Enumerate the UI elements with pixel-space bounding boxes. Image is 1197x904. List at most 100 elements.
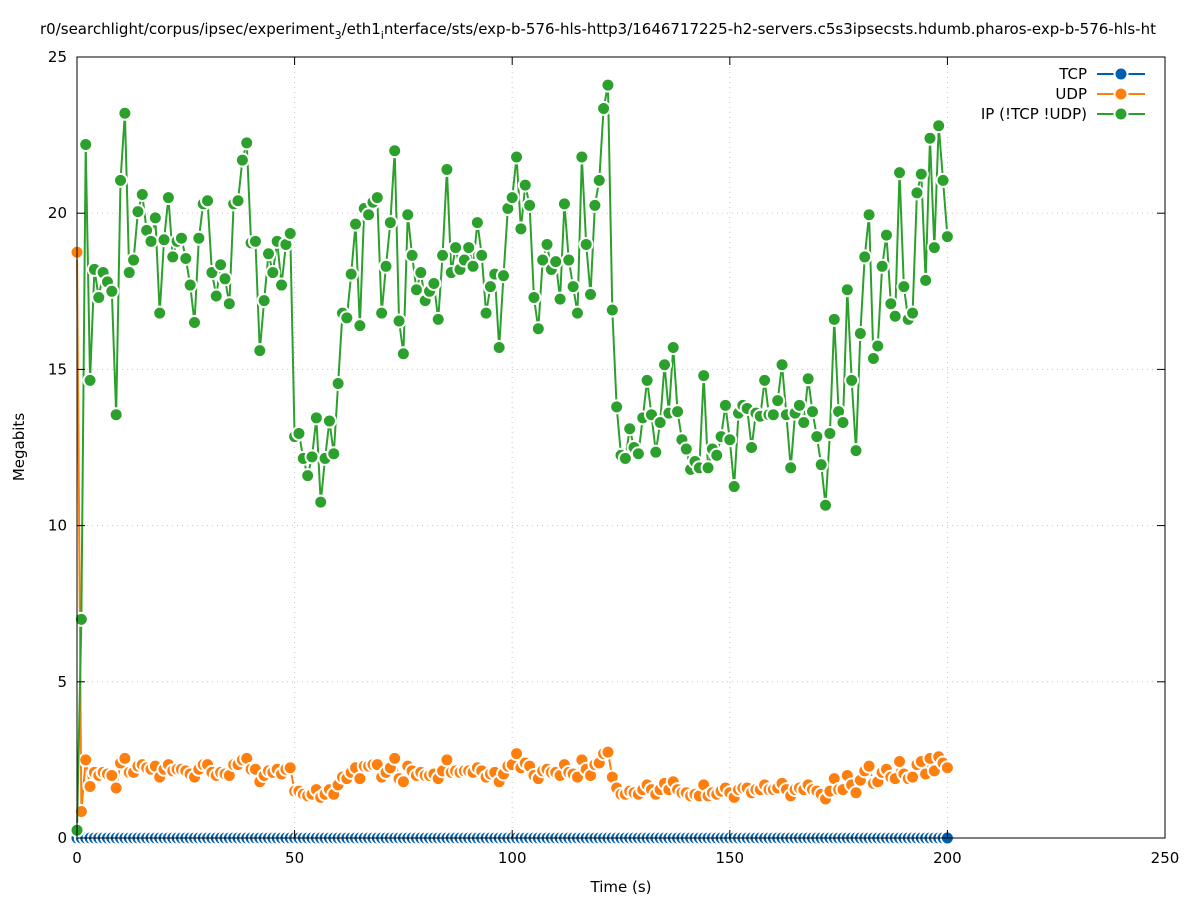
data-point <box>256 293 272 309</box>
series-layer <box>69 77 955 846</box>
data-point <box>234 152 250 168</box>
data-point <box>622 421 638 437</box>
data-point <box>709 447 725 463</box>
grid <box>77 57 1165 838</box>
data-point <box>382 215 398 231</box>
data-point <box>583 286 599 302</box>
data-point <box>818 497 834 513</box>
x-tick-label: 200 <box>933 849 962 867</box>
data-point <box>617 450 633 466</box>
data-point <box>509 149 525 165</box>
data-point <box>126 252 142 268</box>
data-point <box>252 343 268 359</box>
data-point <box>439 752 455 768</box>
data-point <box>478 305 494 321</box>
data-point <box>413 265 429 281</box>
data-point <box>282 760 298 776</box>
data-point <box>861 758 877 774</box>
data-point <box>809 429 825 445</box>
data-point <box>147 210 163 226</box>
data-point <box>78 136 94 152</box>
y-tick-label: 15 <box>48 360 67 378</box>
data-point <box>870 338 886 354</box>
data-point <box>108 780 124 796</box>
data-point <box>522 197 538 213</box>
data-point <box>108 407 124 423</box>
data-point <box>757 372 773 388</box>
data-point <box>896 279 912 295</box>
data-point <box>265 265 281 281</box>
data-point <box>600 77 616 93</box>
data-point <box>352 771 368 787</box>
data-point <box>308 410 324 426</box>
data-point <box>82 778 98 794</box>
data-point <box>774 357 790 373</box>
data-point <box>539 236 555 252</box>
data-point <box>848 443 864 459</box>
data-point <box>461 240 477 256</box>
data-point <box>652 415 668 431</box>
data-point <box>173 230 189 246</box>
data-point <box>439 161 455 177</box>
y-tick-label: 5 <box>57 673 67 691</box>
data-point <box>791 397 807 413</box>
data-point <box>835 415 851 431</box>
data-point <box>565 279 581 295</box>
data-point <box>117 750 133 766</box>
x-tick-label: 50 <box>285 849 304 867</box>
data-point <box>648 444 664 460</box>
data-point <box>569 305 585 321</box>
data-point <box>509 746 525 762</box>
data-point <box>321 413 337 429</box>
data-point <box>813 457 829 473</box>
data-point <box>913 166 929 182</box>
data-point <box>239 135 255 151</box>
data-point <box>448 240 464 256</box>
data-point <box>208 288 224 304</box>
title-segment: nterface/sts/exp-b-576-hls-http3/1646717… <box>384 20 1156 38</box>
data-point <box>526 290 542 306</box>
data-point <box>905 769 921 785</box>
data-point <box>865 350 881 366</box>
data-point <box>600 744 616 760</box>
data-point <box>426 275 442 291</box>
data-point <box>504 190 520 206</box>
plot-border <box>76 56 1166 839</box>
data-point <box>395 346 411 362</box>
data-point <box>187 315 203 331</box>
data-point <box>796 415 812 431</box>
data-point <box>191 230 207 246</box>
data-point <box>482 279 498 295</box>
y-axis-label: Megabits <box>10 413 28 481</box>
data-point <box>387 750 403 766</box>
data-point <box>435 247 451 263</box>
title-segment: /eth1 <box>342 20 381 38</box>
data-point <box>696 368 712 384</box>
data-point <box>722 432 738 448</box>
data-point <box>408 282 424 298</box>
data-point <box>378 258 394 274</box>
data-point <box>104 768 120 784</box>
data-point <box>905 305 921 321</box>
data-point <box>495 268 511 284</box>
legend-label: TCP <box>1058 65 1087 83</box>
data-point <box>313 494 329 510</box>
data-point <box>878 227 894 243</box>
chart-title: r0/searchlight/corpus/ipsec/experiment3/… <box>40 20 1156 42</box>
data-point <box>430 311 446 327</box>
legend-marker <box>1113 86 1129 102</box>
data-point <box>160 190 176 206</box>
data-point <box>374 305 390 321</box>
title-segment: r0/searchlight/corpus/ipsec/experiment <box>40 20 335 38</box>
data-point <box>330 375 346 391</box>
data-point <box>130 204 146 220</box>
data-point <box>339 310 355 326</box>
data-point <box>304 449 320 465</box>
data-point <box>670 404 686 420</box>
data-point <box>922 130 938 146</box>
data-point <box>474 247 490 263</box>
data-point <box>918 272 934 288</box>
data-point <box>857 249 873 265</box>
data-point <box>404 247 420 263</box>
data-point <box>391 313 407 329</box>
